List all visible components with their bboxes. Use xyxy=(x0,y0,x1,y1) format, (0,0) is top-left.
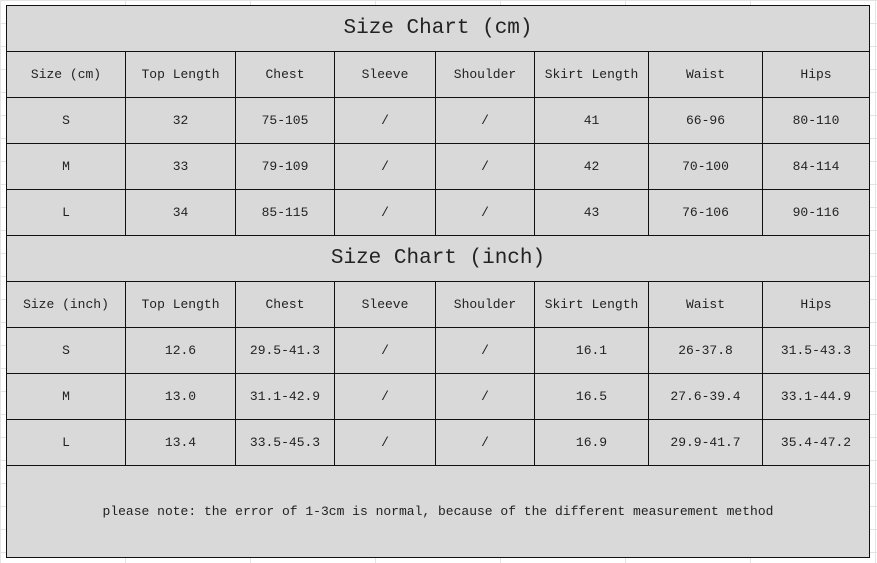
data-cell[interactable]: / xyxy=(435,143,535,190)
data-cell[interactable]: / xyxy=(334,97,436,144)
data-cell[interactable]: 43 xyxy=(534,189,649,236)
data-cell[interactable]: 32 xyxy=(125,97,236,144)
data-cell[interactable]: 66-96 xyxy=(648,97,763,144)
data-cell[interactable]: 13.0 xyxy=(125,373,236,420)
data-cell[interactable]: 75-105 xyxy=(235,97,335,144)
header-cell[interactable]: Waist xyxy=(648,281,763,328)
measurement-note[interactable]: please note: the error of 1-3cm is norma… xyxy=(6,465,870,558)
header-cell[interactable]: Sleeve xyxy=(334,51,436,98)
data-cell[interactable]: 16.9 xyxy=(534,419,649,466)
data-cell[interactable]: 16.5 xyxy=(534,373,649,420)
header-cell[interactable]: Size (cm) xyxy=(6,51,126,98)
data-cell[interactable]: 13.4 xyxy=(125,419,236,466)
cm-chart-title[interactable]: Size Chart (cm) xyxy=(6,5,870,52)
data-cell[interactable]: L xyxy=(6,419,126,466)
data-cell[interactable]: 84-114 xyxy=(762,143,870,190)
table-row: L 34 85-115//43 76-106 90-116 xyxy=(6,189,870,236)
header-cell[interactable]: Sleeve xyxy=(334,281,436,328)
header-cell[interactable]: Hips xyxy=(762,281,870,328)
data-cell[interactable]: 70-100 xyxy=(648,143,763,190)
data-cell[interactable]: / xyxy=(334,143,436,190)
header-cell[interactable]: Size (inch) xyxy=(6,281,126,328)
data-cell[interactable]: / xyxy=(334,373,436,420)
data-cell[interactable]: 33.5-45.3 xyxy=(235,419,335,466)
header-cell[interactable]: Skirt Length xyxy=(534,51,649,98)
cm-header-row: Size (cm) Top Length Chest Sleeve Shoulder Sk… xyxy=(6,51,870,98)
data-cell[interactable]: S xyxy=(6,327,126,374)
table-row: M 13.0 31.1-42.9//16.5 27.6-39.4 33.1-44.9 xyxy=(6,373,870,420)
table-row: S 12.6 29.5-41.3//16.1 26-37.8 31.5-43.3 xyxy=(6,327,870,374)
data-cell[interactable]: 42 xyxy=(534,143,649,190)
data-cell[interactable]: 16.1 xyxy=(534,327,649,374)
header-cell[interactable]: Hips xyxy=(762,51,870,98)
data-cell[interactable]: 76-106 xyxy=(648,189,763,236)
size-chart-table: Size Chart (cm) Size (cm) Top Length Chest S… xyxy=(6,5,870,558)
data-cell[interactable]: 29.5-41.3 xyxy=(235,327,335,374)
cm-title-row: Size Chart (cm) xyxy=(6,5,870,52)
inch-title-row: Size Chart (inch) xyxy=(6,235,870,282)
data-cell[interactable]: 33.1-44.9 xyxy=(762,373,870,420)
data-cell[interactable]: / xyxy=(435,97,535,144)
data-cell[interactable]: 33 xyxy=(125,143,236,190)
table-row: L 13.4 33.5-45.3//16.9 29.9-41.7 35.4-47.2 xyxy=(6,419,870,466)
data-cell[interactable]: 31.1-42.9 xyxy=(235,373,335,420)
data-cell[interactable]: 90-116 xyxy=(762,189,870,236)
data-cell[interactable]: / xyxy=(435,373,535,420)
data-cell[interactable]: 80-110 xyxy=(762,97,870,144)
data-cell[interactable]: / xyxy=(334,419,436,466)
inch-chart-title[interactable]: Size Chart (inch) xyxy=(6,235,870,282)
data-cell[interactable]: 35.4-47.2 xyxy=(762,419,870,466)
data-cell[interactable]: / xyxy=(435,419,535,466)
data-cell[interactable]: 31.5-43.3 xyxy=(762,327,870,374)
note-row: please note: the error of 1-3cm is norma… xyxy=(6,465,870,558)
header-cell[interactable]: Waist xyxy=(648,51,763,98)
header-cell[interactable]: Chest xyxy=(235,281,335,328)
data-cell[interactable]: L xyxy=(6,189,126,236)
data-cell[interactable]: 26-37.8 xyxy=(648,327,763,374)
table-row: S 32 75-105//41 66-96 80-110 xyxy=(6,97,870,144)
data-cell[interactable]: 34 xyxy=(125,189,236,236)
data-cell[interactable]: S xyxy=(6,97,126,144)
header-cell[interactable]: Shoulder xyxy=(435,281,535,328)
data-cell[interactable]: M xyxy=(6,143,126,190)
header-cell[interactable]: Shoulder xyxy=(435,51,535,98)
data-cell[interactable]: M xyxy=(6,373,126,420)
data-cell[interactable]: 27.6-39.4 xyxy=(648,373,763,420)
header-cell[interactable]: Top Length xyxy=(125,51,236,98)
header-cell[interactable]: Chest xyxy=(235,51,335,98)
data-cell[interactable]: / xyxy=(435,327,535,374)
data-cell[interactable]: 85-115 xyxy=(235,189,335,236)
data-cell[interactable]: 29.9-41.7 xyxy=(648,419,763,466)
header-cell[interactable]: Skirt Length xyxy=(534,281,649,328)
header-cell[interactable]: Top Length xyxy=(125,281,236,328)
data-cell[interactable]: / xyxy=(334,189,436,236)
data-cell[interactable]: / xyxy=(334,327,436,374)
table-row: M 33 79-109//42 70-100 84-114 xyxy=(6,143,870,190)
data-cell[interactable]: / xyxy=(435,189,535,236)
data-cell[interactable]: 12.6 xyxy=(125,327,236,374)
inch-header-row: Size (inch) Top Length Chest Sleeve Shoulder… xyxy=(6,281,870,328)
data-cell[interactable]: 41 xyxy=(534,97,649,144)
data-cell[interactable]: 79-109 xyxy=(235,143,335,190)
